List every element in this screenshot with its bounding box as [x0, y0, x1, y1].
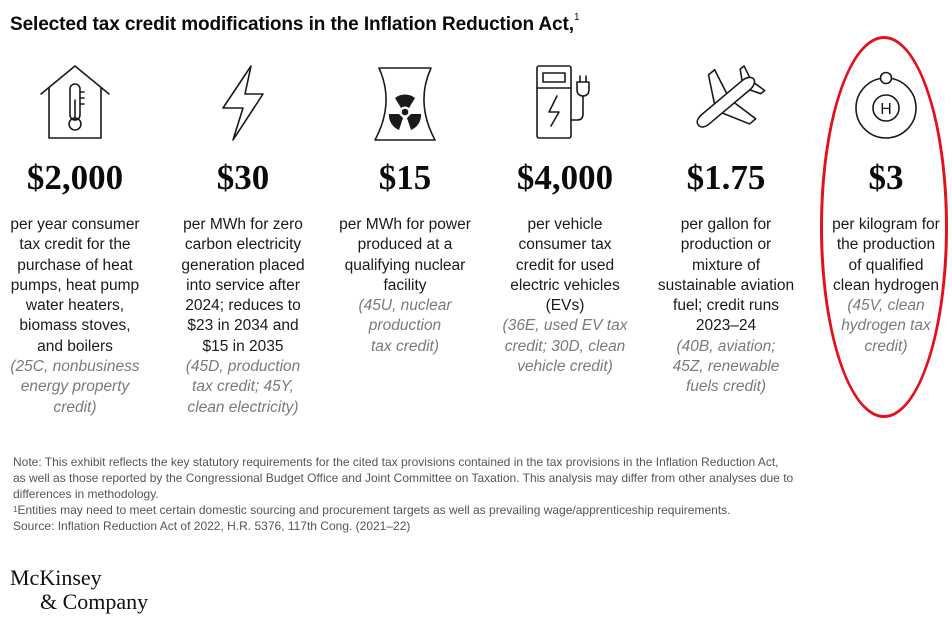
credit-citation: (36E, used EV tax credit; 30D, clean vehic…	[502, 317, 628, 376]
credit-amount: $15	[378, 158, 432, 197]
mckinsey-logo: McKinsey & Company	[10, 565, 149, 614]
source-line: Source: Inflation Reduction Act of 2022,…	[13, 519, 411, 533]
note-line: as well as those reported by the Congres…	[13, 471, 794, 485]
credit-citation: (40B, aviation; 45Z, renewable fuels credi…	[672, 337, 780, 396]
credit-column-nuclear: $15 per MWh for power produced at a qualif…	[327, 60, 483, 357]
credit-column-clean-electricity: $30 per MWh for zero carbon electricity ge…	[165, 60, 321, 418]
footnote: 1Entities may need to meet certain domes…	[13, 503, 731, 517]
nuclear-cooling-tower-icon	[327, 60, 483, 148]
credit-amount: $30	[216, 158, 270, 197]
note-line: differences in methodology.	[13, 487, 159, 501]
credit-citation: (45D, production tax credit; 45Y, clean el…	[185, 358, 301, 416]
credit-description: per MWh for power produced at a qualifying…	[339, 216, 471, 294]
house-thermometer-icon	[0, 60, 153, 148]
credit-description: per year consumer tax credit for the purch…	[10, 216, 140, 355]
credit-column-used-ev: $4,000 per vehicle consumer tax credit for…	[487, 60, 643, 377]
airplane-icon	[648, 60, 804, 148]
credit-amount: $4,000	[516, 158, 614, 197]
ev-charging-station-icon	[487, 60, 643, 148]
page-title: Selected tax credit modifications in the…	[10, 12, 580, 35]
credit-citation: (25C, nonbusiness energy property credit)	[10, 358, 140, 416]
credit-description: per gallon for production or mixture of sus…	[657, 216, 795, 335]
highlight-circle-annotation	[820, 36, 948, 418]
credit-description: per MWh for zero carbon electricity genera…	[181, 216, 305, 355]
credit-amount: $1.75	[686, 158, 766, 197]
credit-column-sustainable-aviation-fuel: $1.75 per gallon for production or mixture…	[648, 60, 804, 398]
credit-amount: $2,000	[26, 158, 124, 197]
note-line: Note: This exhibit reflects the key stat…	[13, 455, 779, 469]
lightning-bolt-icon	[165, 60, 321, 148]
notes-section: Note: This exhibit reflects the key stat…	[13, 454, 913, 534]
credit-citation: (45U, nuclear production tax credit)	[358, 297, 452, 355]
credit-description: per vehicle consumer tax credit for used el…	[510, 216, 620, 315]
credit-column-heat-pumps: $2,000 per year consumer tax credit for t…	[0, 60, 153, 418]
